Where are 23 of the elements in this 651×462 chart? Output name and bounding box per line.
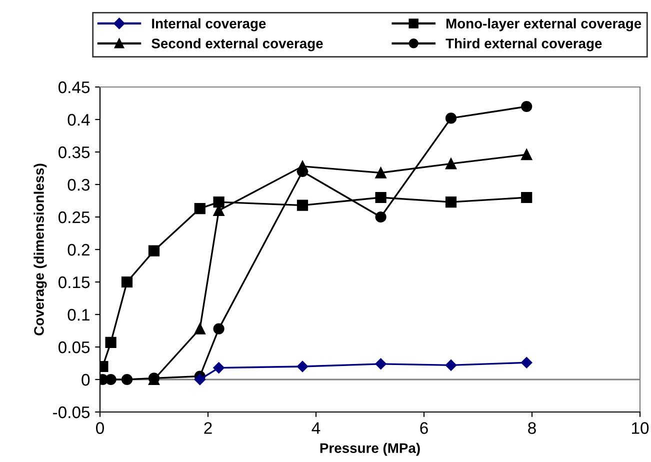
legend-label: Internal coverage (152, 18, 266, 32)
x-tick-label: 2 (204, 422, 212, 434)
y-tick-label: 0.1 (68, 308, 90, 321)
x-axis-title: Pressure (MPa) (320, 442, 420, 456)
y-tick-label: 0.35 (58, 146, 90, 158)
x-tick-label: 4 (312, 422, 320, 434)
y-tick-label: -0.05 (53, 406, 90, 418)
x-tick-label: 10 (632, 422, 649, 434)
x-tick-label: 0 (96, 422, 104, 434)
y-tick-label: 0 (82, 374, 90, 386)
y-tick-label: 0.15 (58, 276, 90, 288)
y-tick-label: 0.25 (58, 211, 90, 224)
x-tick-label: 6 (420, 422, 428, 434)
y-tick-label: 0.3 (68, 178, 90, 191)
y-tick-label: 0.05 (58, 341, 90, 354)
y-axis-title: Coverage (dimensionless) (34, 164, 47, 336)
y-tick-label: 0.2 (68, 244, 90, 256)
legend-label: Mono-layer external coverage (446, 18, 642, 32)
y-tick-label: 0.4 (68, 114, 90, 126)
legend-label: Second external coverage (152, 38, 323, 52)
y-tick-label: 0.45 (58, 81, 90, 94)
x-tick-label: 8 (528, 422, 536, 434)
legend-label: Third external coverage (446, 38, 602, 52)
